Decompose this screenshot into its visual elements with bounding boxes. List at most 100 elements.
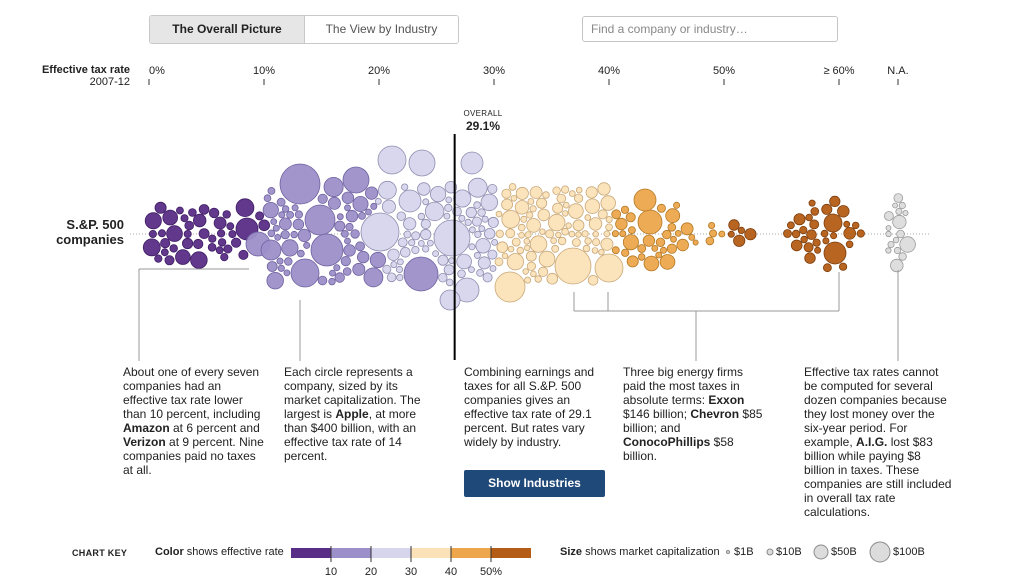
axis-tick-label: 0% xyxy=(149,65,165,77)
company-circle xyxy=(588,217,603,231)
axis-tick-label: 50% xyxy=(713,65,735,77)
company-circle xyxy=(397,237,408,248)
company-circle xyxy=(328,277,336,286)
company-circle xyxy=(260,239,282,261)
company-circle xyxy=(274,233,282,241)
company-circle xyxy=(560,185,570,194)
company-circle xyxy=(344,204,351,212)
company-circle xyxy=(584,214,592,221)
company-circle xyxy=(369,251,386,269)
company-circle xyxy=(166,225,183,242)
company-circle xyxy=(845,240,854,249)
company-circle xyxy=(546,272,559,285)
company-circle xyxy=(505,228,516,239)
company-circle xyxy=(180,214,189,223)
company-circle xyxy=(292,218,305,231)
annotation-circle-size: Each circle represents a company, sized … xyxy=(284,365,421,463)
tab-view-by-industry[interactable]: The View by Industry xyxy=(305,16,458,43)
company-circle xyxy=(787,221,795,230)
company-circle xyxy=(902,209,909,216)
overall-label: OVERALL xyxy=(463,109,503,118)
company-circle xyxy=(276,197,286,207)
company-circle xyxy=(208,207,220,219)
color-key-swatch xyxy=(371,548,411,558)
company-circle xyxy=(390,261,398,269)
company-circle xyxy=(223,244,233,254)
company-circle xyxy=(555,231,562,239)
company-circle xyxy=(411,245,420,255)
company-circle xyxy=(615,217,628,231)
company-circle xyxy=(142,238,161,257)
company-circle xyxy=(445,196,453,204)
company-circle xyxy=(475,238,491,254)
show-industries-button[interactable]: Show Industries xyxy=(464,470,605,497)
company-circle xyxy=(267,229,276,238)
company-circle xyxy=(660,246,668,254)
company-circle xyxy=(478,225,486,233)
company-circle xyxy=(517,223,526,232)
company-circle xyxy=(160,248,169,257)
company-circle xyxy=(457,269,466,279)
company-circle xyxy=(552,202,564,214)
company-circle xyxy=(812,238,821,247)
company-circle xyxy=(537,266,549,277)
company-circle xyxy=(799,226,808,235)
company-circle xyxy=(637,209,663,235)
company-circle xyxy=(484,227,496,240)
company-circle xyxy=(235,198,255,218)
company-circle xyxy=(317,193,328,204)
company-circle xyxy=(213,216,227,230)
company-circle xyxy=(573,193,584,203)
company-circle xyxy=(529,205,537,213)
company-circle xyxy=(557,236,567,246)
company-circle xyxy=(258,219,271,232)
company-circle xyxy=(487,183,498,194)
company-circle xyxy=(526,261,537,271)
company-circle xyxy=(514,200,530,215)
company-circle xyxy=(823,241,847,265)
company-circle xyxy=(709,229,718,238)
company-circle xyxy=(188,208,197,217)
company-circle xyxy=(680,222,694,236)
company-circle xyxy=(548,213,566,232)
company-circle xyxy=(550,237,557,245)
company-circle xyxy=(333,264,341,272)
company-circle xyxy=(148,229,157,238)
company-circle xyxy=(525,250,537,262)
company-circle xyxy=(562,210,569,217)
company-circle xyxy=(494,271,526,303)
company-circle xyxy=(809,219,820,230)
company-circle xyxy=(605,215,613,223)
search-input[interactable] xyxy=(582,16,838,42)
company-circle xyxy=(481,215,489,223)
company-circle xyxy=(422,245,430,253)
company-circle xyxy=(516,246,524,255)
company-circle xyxy=(334,272,345,283)
company-circle xyxy=(399,247,411,258)
company-circle xyxy=(182,237,194,250)
company-circle xyxy=(659,254,676,270)
company-circle xyxy=(892,236,900,244)
company-circle xyxy=(438,273,448,283)
tab-overall-picture[interactable]: The Overall Picture xyxy=(150,16,305,43)
company-circle xyxy=(822,237,830,245)
row-label: S.&P. 500 companies xyxy=(30,217,124,247)
annotation-not-applicable: Effective tax rates cannot be computed f… xyxy=(804,365,952,519)
company-circle xyxy=(477,208,486,217)
company-circle xyxy=(688,233,696,241)
company-circle xyxy=(228,230,237,239)
company-circle xyxy=(381,199,396,214)
company-circle xyxy=(898,252,907,261)
company-circle xyxy=(507,245,515,253)
company-circle xyxy=(317,275,328,286)
company-circle xyxy=(643,255,660,272)
company-circle xyxy=(378,180,397,200)
company-circle xyxy=(893,193,904,203)
size-key-label: Size shows market capitalization xyxy=(560,546,720,558)
company-circle xyxy=(144,212,162,230)
company-circle xyxy=(728,219,740,231)
chart-key-title: CHART KEY xyxy=(72,548,128,558)
company-circle xyxy=(898,201,906,210)
company-circle xyxy=(270,218,278,226)
axis-tick-label: 20% xyxy=(368,65,390,77)
